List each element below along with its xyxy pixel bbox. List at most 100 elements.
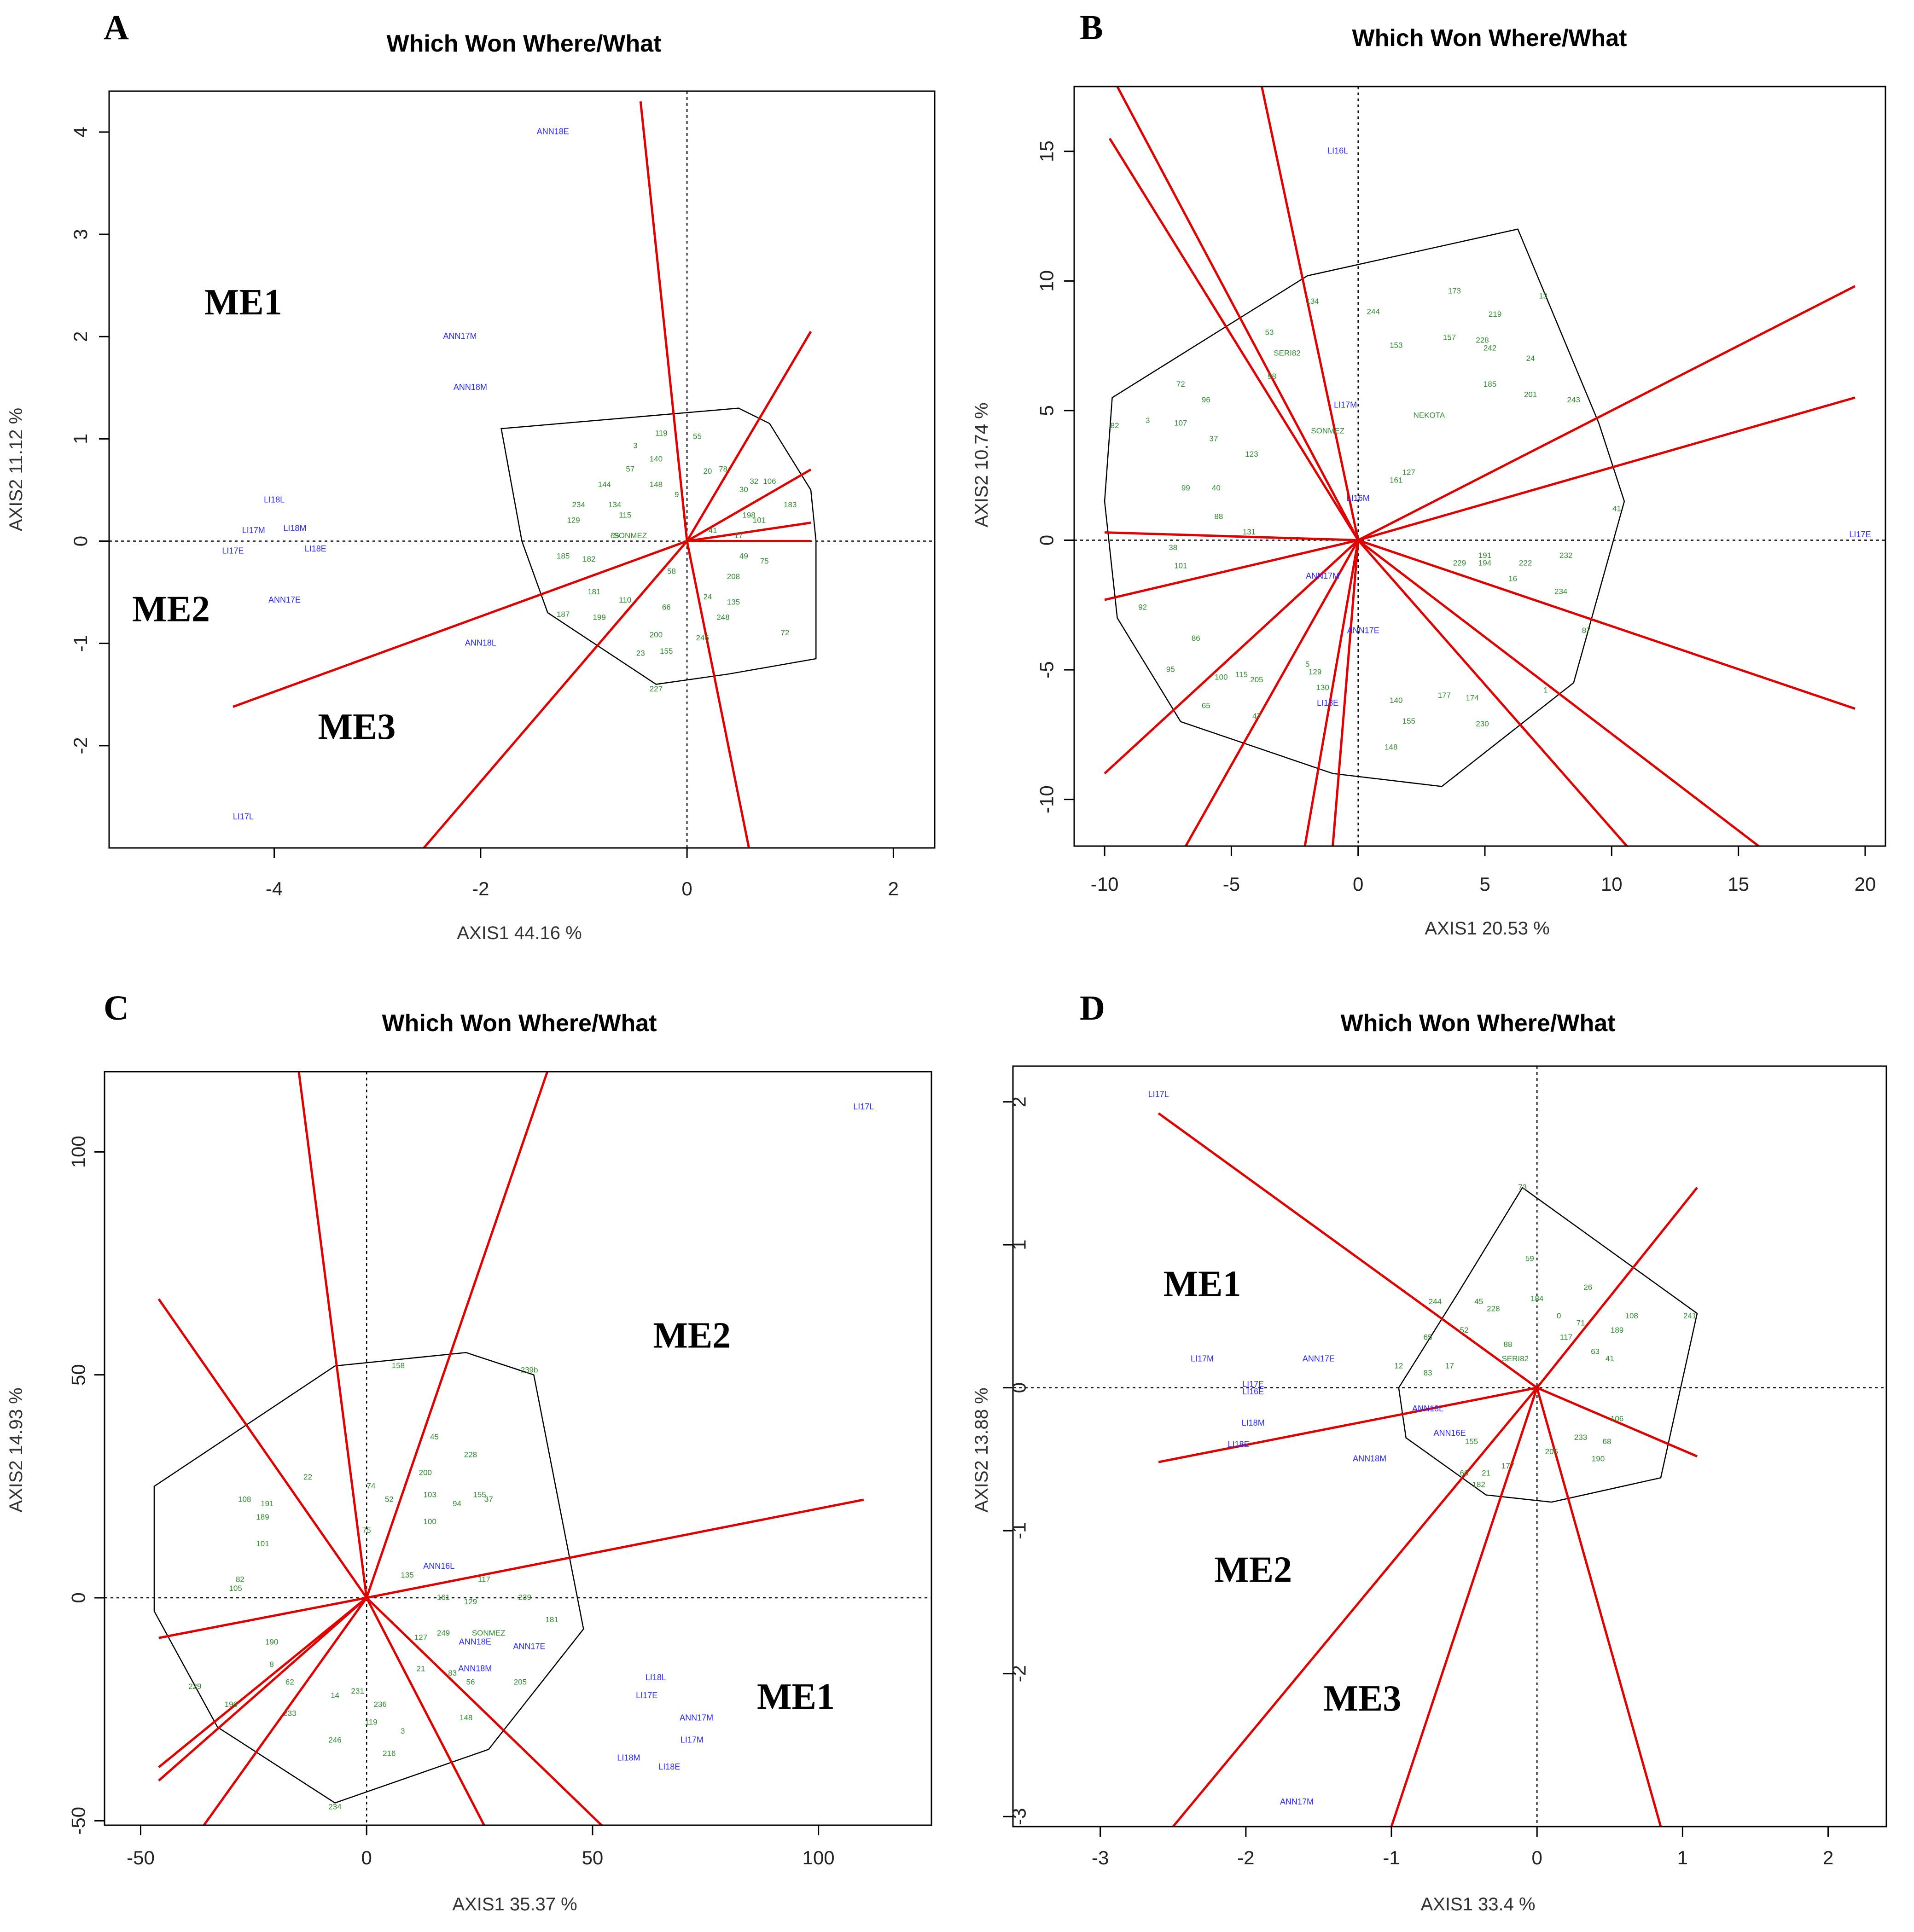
sector-ray xyxy=(1158,1112,1538,1389)
sector-ray xyxy=(365,1072,549,1598)
genotype-label: 185 xyxy=(557,551,570,560)
x-tick-label: 50 xyxy=(582,1847,604,1868)
genotype-label: 3 xyxy=(1146,416,1150,425)
genotype-label: 88 xyxy=(1504,1340,1513,1349)
panel-b: B Which Won Where/What AXIS1 20.53 % AXIS2 … xyxy=(972,8,1886,939)
genotype-label: 17 xyxy=(734,531,743,540)
genotype-label: 246 xyxy=(696,633,709,642)
y-tick-label: 10 xyxy=(1036,270,1057,292)
panel-c: C Which Won Where/What AXIS1 35.37 % AXIS2 … xyxy=(6,989,932,1915)
environment-label: LI18M xyxy=(1242,1418,1265,1427)
genotype-label: 200 xyxy=(650,630,663,639)
genotype-label: 134 xyxy=(608,500,621,509)
sector-ray xyxy=(1536,1387,1662,1827)
genotype-label: 181 xyxy=(588,587,600,596)
panel-d: D Which Won Where/What AXIS1 33.4 % AXIS2 1… xyxy=(972,989,1887,1915)
mega-environment-label: ME3 xyxy=(1323,1678,1401,1719)
genotype-label: SONMEZ xyxy=(613,531,647,540)
x-tick-label: 0 xyxy=(1353,873,1363,895)
sector-ray xyxy=(1357,285,1856,541)
mega-environment-label: ME2 xyxy=(1214,1550,1292,1590)
genotype-label: 140 xyxy=(1390,696,1402,705)
genotype-label: 129 xyxy=(1309,667,1321,676)
panel-a: A Which Won Where/What AXIS1 44.16 % AXIS2 … xyxy=(6,8,936,943)
genotype-label: 37 xyxy=(484,1495,493,1503)
environment-label: LI17E xyxy=(1242,1380,1264,1389)
sector-ray xyxy=(157,1298,368,1599)
genotype-label: 243 xyxy=(1567,395,1580,404)
genotype-label: 73 xyxy=(1518,1183,1527,1191)
genotype-label: 60 xyxy=(1460,1468,1469,1477)
genotype-label: 72 xyxy=(1176,380,1185,389)
mega-environment-label: ME2 xyxy=(653,1316,731,1356)
genotype-label: 231 xyxy=(351,1687,364,1695)
environment-label: LI17L xyxy=(853,1102,874,1111)
x-axis-label: AXIS1 35.37 % xyxy=(452,1894,577,1915)
genotype-label: 32 xyxy=(750,477,758,486)
genotype-label: 96 xyxy=(1202,395,1210,404)
y-tick-label: 0 xyxy=(68,1592,89,1603)
genotype-label: 83 xyxy=(1424,1369,1432,1377)
genotype-label: 57 xyxy=(626,464,634,473)
genotype-label: 106 xyxy=(1611,1414,1623,1423)
genotype-label: SONMEZ xyxy=(472,1629,506,1637)
genotype-label: 219 xyxy=(1489,310,1501,319)
genotype-label: 20 xyxy=(703,467,712,476)
environment-label: ANN16E xyxy=(1433,1428,1466,1438)
environment-label: LI18E xyxy=(658,1762,680,1771)
genotype-label: 134 xyxy=(1306,297,1319,306)
genotype-label: 26 xyxy=(1583,1283,1592,1292)
genotype-label: NEKOTA xyxy=(1414,411,1445,420)
panel-letter: B xyxy=(1080,8,1103,47)
genotype-label: 148 xyxy=(650,480,663,489)
x-axis-label: AXIS1 33.4 % xyxy=(1420,1894,1535,1915)
y-tick-label: 0 xyxy=(1036,535,1057,545)
environment-label: LI17M xyxy=(242,526,265,535)
y-tick-label: 1 xyxy=(70,434,91,444)
genotype-label: 177 xyxy=(1438,691,1451,700)
sector-ray xyxy=(1116,87,1359,541)
genotype-label: 71 xyxy=(1577,1318,1585,1327)
genotype-label: 148 xyxy=(1385,743,1397,751)
sector-ray xyxy=(158,1597,367,1782)
x-tick-label: -50 xyxy=(127,1847,155,1868)
genotype-label: 241 xyxy=(1683,1311,1696,1320)
environment-label: ANN17E xyxy=(1347,626,1379,635)
genotype-label: 103 xyxy=(423,1491,436,1499)
environment-label: LI17L xyxy=(233,812,254,821)
genotype-label: 234 xyxy=(1554,587,1567,596)
sector-ray xyxy=(686,541,750,848)
y-tick-label: -2 xyxy=(1008,1665,1030,1682)
genotype-label: 82 xyxy=(1111,421,1119,430)
y-tick-label: -10 xyxy=(1036,785,1057,813)
genotype-label: 17 xyxy=(1445,1362,1454,1370)
genotype-label: 173 xyxy=(1448,286,1461,295)
genotype-label: 183 xyxy=(784,500,797,509)
genotype-label: 234 xyxy=(572,500,585,509)
x-tick-label: -2 xyxy=(1237,1847,1254,1868)
convex-hull xyxy=(153,1352,584,1804)
genotype-label: 49 xyxy=(739,551,748,560)
convex-hull xyxy=(1398,1187,1698,1503)
genotype-label: 58 xyxy=(667,567,676,576)
genotype-label: 41 xyxy=(1612,504,1621,513)
sector-ray xyxy=(366,1498,864,1599)
genotype-label: 191 xyxy=(1478,551,1491,560)
x-tick-label: 10 xyxy=(1601,873,1623,895)
convex-hull xyxy=(1104,228,1625,787)
y-axis-label: AXIS2 11.12 % xyxy=(6,408,26,531)
genotype-label: 190 xyxy=(265,1637,278,1646)
environment-label: ANN18M xyxy=(1353,1454,1386,1463)
sector-ray xyxy=(1104,531,1358,541)
genotype-label: 249 xyxy=(437,1629,450,1637)
mega-environment-label: ME2 xyxy=(132,589,210,629)
y-tick-label: -2 xyxy=(70,737,91,754)
genotype-label: 135 xyxy=(727,598,740,606)
genotype-label: 119 xyxy=(655,429,668,438)
x-axis-label: AXIS1 20.53 % xyxy=(1425,918,1549,939)
genotype-label: 205 xyxy=(1250,675,1263,684)
environment-label: ANN18M xyxy=(458,1664,492,1673)
sector-ray xyxy=(423,540,688,848)
